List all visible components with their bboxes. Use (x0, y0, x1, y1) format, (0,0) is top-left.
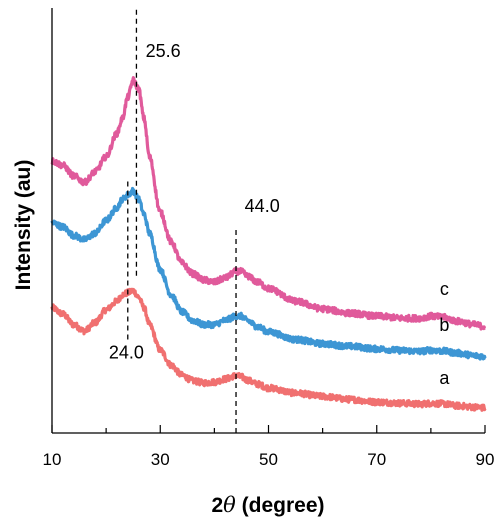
x-tick-label-90: 90 (476, 450, 495, 469)
peak-annotation-1: 44.0 (245, 196, 280, 216)
series-label-b: b (439, 315, 449, 335)
x-tick-label-50: 50 (259, 450, 278, 469)
series-label-a: a (439, 368, 450, 388)
series-labels: a bc (439, 279, 450, 388)
x-tick-label-30: 30 (151, 450, 170, 469)
x-tick-labels: 10 30 50 70 90 (43, 450, 495, 469)
peak-annotation-2: 24.0 (109, 343, 144, 363)
annotations: 25.6 44.0 24.0 (109, 41, 280, 363)
x-axis (52, 425, 485, 433)
x-axis-title-suffix: (degree) (236, 494, 325, 517)
series-label-c: c (440, 279, 449, 299)
x-axis-title-prefix: 2 (211, 494, 223, 517)
x-axis-title: 2θ (degree) (211, 493, 324, 517)
x-tick-label-10: 10 (43, 450, 62, 469)
reference-lines (128, 8, 236, 433)
y-axis-title: Intensity (au) (12, 160, 35, 291)
x-tick-label-70: 70 (367, 450, 386, 469)
peak-annotation-0: 25.6 (146, 41, 181, 61)
x-axis-title-symbol: θ (223, 493, 236, 517)
